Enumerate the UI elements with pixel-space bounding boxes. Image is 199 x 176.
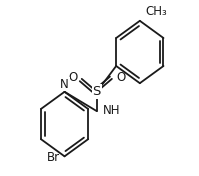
- Text: S: S: [93, 85, 101, 98]
- Text: O: O: [116, 71, 125, 84]
- Text: N: N: [60, 78, 69, 91]
- Text: O: O: [68, 71, 77, 84]
- Text: Br: Br: [47, 151, 60, 164]
- Text: CH₃: CH₃: [145, 5, 167, 18]
- Text: NH: NH: [103, 104, 121, 117]
